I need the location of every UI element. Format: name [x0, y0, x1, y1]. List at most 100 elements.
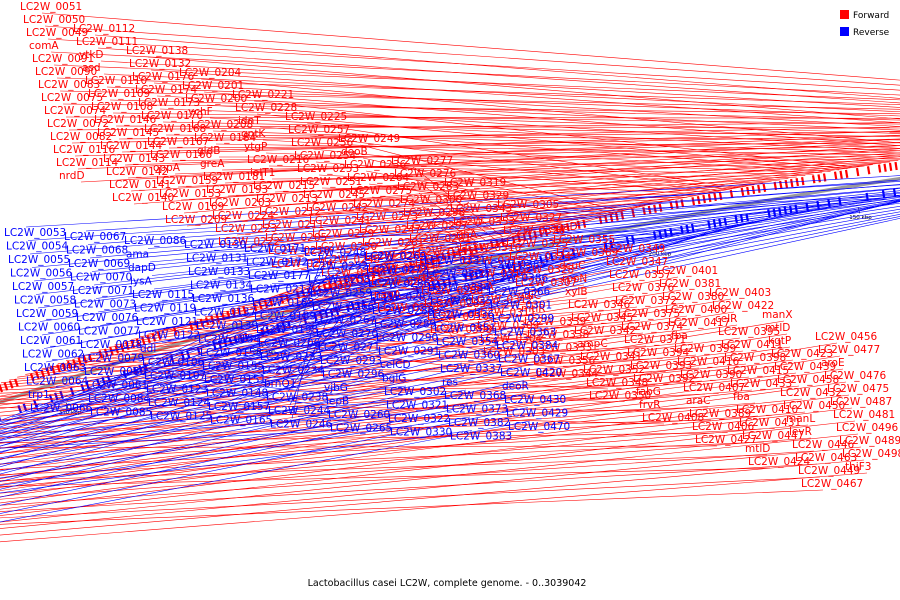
reverse-leader-line: [26, 318, 397, 413]
forward-gene-mark: [751, 185, 756, 194]
forward-gene-label: LC2W_0211: [262, 219, 324, 231]
forward-gene-label: LC2W_0114: [56, 157, 119, 169]
reverse-gene-label: LC2W_0420: [500, 367, 562, 379]
reverse-gene-label: LC2W_0059: [16, 308, 78, 320]
forward-gene-label: gidB: [197, 145, 220, 157]
forward-gene-mark: [707, 193, 712, 203]
forward-gene-label: LC2W_0325: [506, 238, 568, 250]
forward-gene-mark: [866, 166, 871, 175]
forward-gene-label: LC2W_0398: [724, 352, 786, 364]
reverse-leader-line: [289, 318, 329, 406]
forward-gene-label: LC2W_0242: [306, 202, 368, 214]
forward-gene-label: LC2W_0328: [512, 264, 574, 276]
forward-gene-mark: [740, 187, 745, 197]
forward-leader-line: [0, 345, 647, 388]
forward-gene-label: LC2W_0209: [165, 214, 227, 226]
forward-gene-label: LC2W_0224: [212, 210, 275, 222]
reverse-leader-line: [0, 258, 507, 435]
backbone-circle: [0, 176, 900, 405]
reverse-leader-line: [0, 312, 515, 461]
reverse-gene-label: LC2W_0272: [366, 265, 428, 277]
forward-gene-label: deoD: [324, 280, 352, 292]
reverse-leader-line: [153, 203, 857, 290]
forward-gene-mark: [795, 178, 799, 187]
forward-gene-label: LC2W_0315: [462, 255, 524, 267]
forward-leader-line: [114, 297, 588, 345]
forward-leader-line: [236, 164, 873, 236]
reverse-leader-line: [183, 354, 343, 362]
reverse-leader-line: [0, 335, 459, 447]
forward-gene-label: LC2W_0467: [801, 478, 863, 490]
reverse-leader-line: [226, 314, 337, 348]
reverse-leader-line: [265, 242, 503, 275]
forward-leader-line: [0, 332, 644, 386]
forward-leader-line: [0, 355, 841, 485]
forward-leader-line: [68, 122, 900, 131]
forward-gene-label: LC2W_0423: [771, 348, 833, 360]
forward-leader-line: [362, 157, 612, 213]
reverse-gene-label: LC2W_0259: [310, 288, 372, 300]
reverse-gene-mark: [431, 281, 436, 290]
forward-gene-label: LC2W_0356: [533, 355, 596, 367]
reverse-gene-mark: [196, 346, 201, 356]
reverse-leader-line: [0, 416, 471, 486]
forward-gene-label: LC2W_0074: [44, 105, 107, 117]
forward-gene-label: LC2W_0284: [368, 263, 431, 275]
reverse-leader-line: [240, 300, 335, 344]
reverse-gene-label: LC2W_0061: [20, 335, 82, 347]
reverse-leader-line: [161, 213, 798, 344]
forward-gene-mark: [883, 163, 887, 172]
forward-gene-label: oppA: [153, 162, 181, 174]
forward-gene-mark: [141, 336, 146, 346]
forward-gene-label: LC2W_0212: [259, 206, 321, 218]
reverse-gene-label: LC2W_0335: [430, 296, 492, 308]
reverse-gene-label: LC2W_0055: [8, 254, 70, 266]
forward-gene-label: LC2W_0342: [574, 325, 636, 337]
forward-gene-label: LC2W_0144: [100, 140, 163, 152]
forward-gene-mark: [729, 189, 734, 198]
reverse-gene-label: LC2W_0430: [504, 394, 566, 406]
forward-gene-label: LC2W_0215: [253, 180, 315, 192]
reverse-gene-label: LC2W_0057: [12, 281, 74, 293]
reverse-leader-line: [167, 221, 754, 384]
forward-leader-line: [44, 25, 900, 86]
reverse-leader-line: [147, 196, 900, 249]
reverse-leader-line: [0, 299, 513, 454]
forward-leader-line: [274, 176, 797, 193]
forward-gene-label: LC2W_0346: [568, 299, 631, 311]
forward-gene-label: LC2W_0239: [321, 267, 383, 279]
forward-gene-label: LC2W_0221: [232, 89, 294, 101]
forward-gene-label: LC2W_0208: [191, 119, 253, 131]
reverse-leader-line: [145, 194, 900, 236]
reverse-gene-label: deoR: [502, 381, 529, 393]
forward-gene-label: LC2W_0241: [309, 215, 371, 227]
forward-gene-label: LC2W_0477: [818, 344, 880, 356]
reverse-gene-label: LC2W_0386: [486, 273, 549, 285]
forward-gene-label: theD: [415, 259, 440, 271]
forward-gene-label: LC2W_0305: [497, 199, 559, 211]
forward-leader-line: [0, 359, 794, 465]
forward-leader-line: [0, 407, 665, 425]
forward-gene-label: yshA: [468, 281, 494, 293]
forward-leader-line: [0, 433, 859, 523]
forward-gene-label: LC2W_0381: [659, 278, 721, 290]
forward-gene-label: LC2W_0353: [453, 216, 515, 228]
forward-gene-label: LC2W_0176: [132, 71, 195, 83]
reverse-gene-label: LC2W_0299: [492, 313, 554, 325]
forward-leader-line: [321, 187, 696, 196]
forward-gene-label: LC2W_0261: [362, 237, 424, 249]
forward-gene-label: LC2W_0091: [32, 53, 94, 65]
reverse-gene-label: LC2W_0080: [84, 366, 146, 378]
forward-gene-label: thiF3: [845, 461, 871, 473]
forward-gene-label: LC2W_0236: [344, 159, 407, 171]
forward-leader-line: [0, 385, 800, 476]
reverse-leader-line: [31, 188, 900, 268]
kbp-tick-label: 150 kbp: [849, 215, 872, 221]
forward-gene-label: ytkD: [79, 49, 104, 61]
reverse-gene-label: celCD: [380, 359, 411, 371]
forward-gene-label: LC2W_0256: [291, 137, 354, 149]
forward-gene-label: mtlD: [765, 322, 790, 334]
forward-gene-label: LC2W_0268: [365, 250, 427, 262]
forward-gene-label: LC2W_0316: [459, 242, 522, 254]
forward-gene-label: LC2W_0111: [76, 36, 138, 48]
